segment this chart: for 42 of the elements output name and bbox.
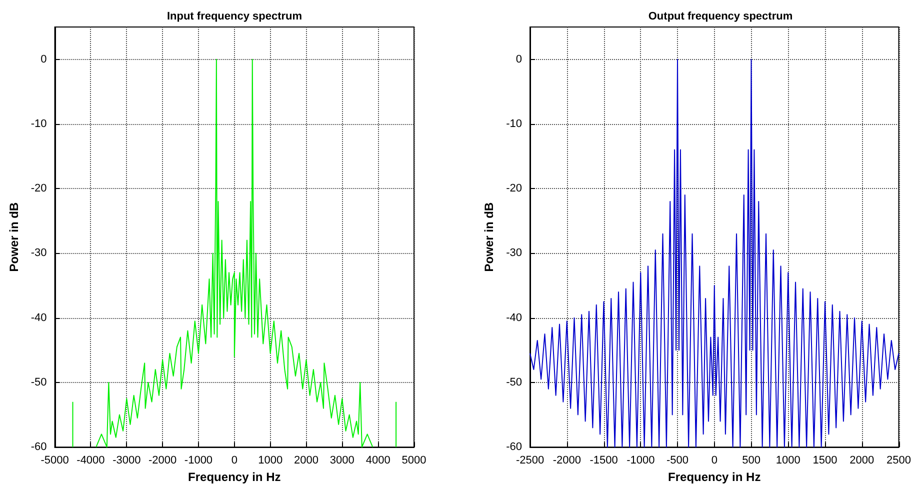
y-axis-title: Power in dB [482, 202, 496, 272]
x-tick-label: 0 [711, 454, 718, 467]
y-tick-label: -40 [506, 312, 522, 324]
x-tick-label: 2000 [850, 454, 874, 467]
x-axis-title: Frequency in Hz [668, 470, 761, 484]
y-tick-label: -60 [30, 441, 47, 454]
y-tick-label: 0 [516, 53, 522, 66]
y-tick-label: -20 [506, 182, 522, 195]
x-tick-label: -1000 [184, 454, 213, 467]
y-tick-label: -50 [506, 376, 522, 388]
x-tick-label: -2500 [516, 454, 544, 467]
x-tick-label: -2000 [552, 454, 581, 467]
chart-title: Output frequency spectrum [648, 10, 793, 22]
x-tick-label: -2000 [148, 454, 177, 467]
y-tick-label: -40 [30, 312, 47, 324]
y-tick-label: -10 [30, 118, 47, 130]
x-axis-title: Frequency in Hz [188, 470, 281, 484]
y-axis-title: Power in dB [7, 202, 21, 272]
x-tick-label: -500 [666, 454, 689, 467]
y-tick-label: -60 [506, 441, 522, 454]
x-tick-label: 1000 [258, 454, 283, 467]
x-tick-label: -4000 [76, 454, 105, 467]
x-tick-label: 1500 [812, 454, 838, 467]
x-tick-label: 500 [742, 454, 760, 467]
y-tick-label: -30 [506, 247, 522, 260]
x-tick-label: 0 [231, 454, 238, 467]
x-tick-label: 1000 [776, 454, 800, 467]
x-tick-label: 2500 [886, 454, 912, 467]
y-tick-label: -20 [30, 182, 47, 195]
x-tick-label: 4000 [366, 454, 390, 467]
x-tick-label: -5000 [40, 454, 69, 467]
x-tick-label: 2000 [294, 454, 318, 467]
y-tick-label: -30 [30, 247, 47, 260]
y-tick-label: -50 [30, 376, 47, 388]
x-tick-label: 5000 [402, 454, 426, 467]
y-tick-label: -10 [506, 118, 522, 130]
y-tick-label: 0 [40, 53, 47, 66]
x-tick-label: 3000 [330, 454, 354, 467]
x-tick-label: -1000 [626, 454, 655, 467]
x-tick-label: -1500 [590, 454, 618, 467]
chart-title: Input frequency spectrum [166, 10, 302, 22]
x-tick-label: -3000 [112, 454, 141, 467]
